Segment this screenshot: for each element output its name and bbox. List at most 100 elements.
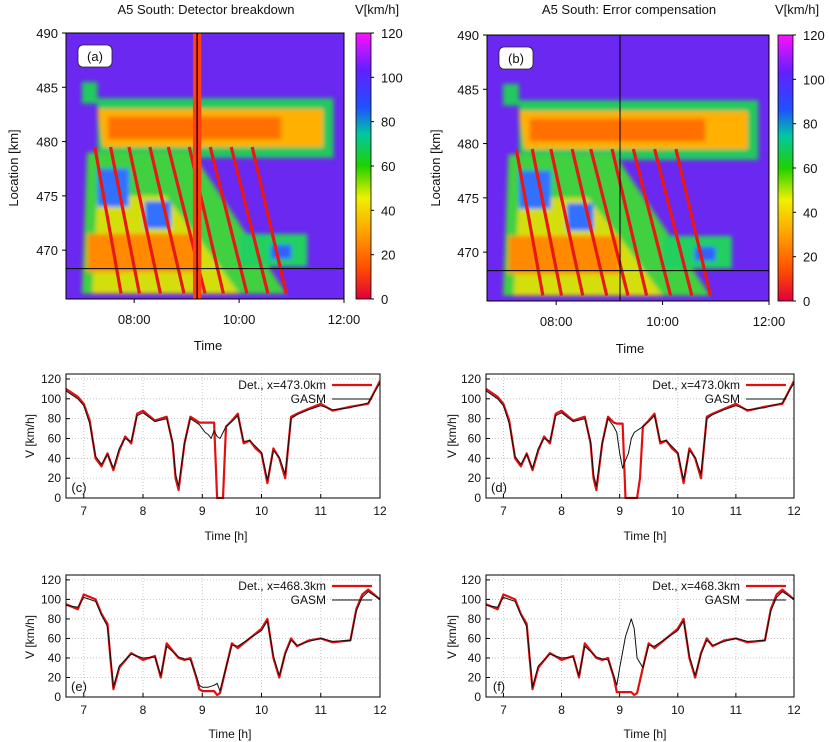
line-plot-area (66, 588, 380, 697)
moving-jam (250, 146, 288, 294)
y-tick-label: 470 (457, 245, 479, 260)
y-tick-label: 120 (461, 372, 481, 386)
free-pocket (694, 246, 716, 261)
x-tick-label: 11 (315, 504, 328, 518)
line-panel-e: V [km/h] Time [h] 0 20 40 60 80 100 120 7 8 9 10 11… (23, 573, 387, 741)
heatmap-panel-a: A5 South: Detector breakdown V[km/h] Loc… (6, 2, 403, 353)
y-tick-label: 470 (36, 243, 58, 258)
colorbar-tick-label: 80 (803, 117, 817, 132)
x-tick-label: 8 (558, 504, 565, 518)
lower-band (86, 233, 198, 272)
colorbar-tick-label: 60 (381, 159, 395, 174)
colorbar-tick-label: 40 (381, 203, 395, 218)
upstream-spot (81, 81, 98, 104)
colorbar-tick-label: 120 (803, 28, 825, 43)
legend-entry-label: GASM (291, 392, 326, 406)
panel-label: (f) (493, 679, 505, 694)
heatmap-title: A5 South: Error compensation (542, 2, 716, 17)
panel-label: (c) (71, 480, 86, 495)
plot-frame (485, 373, 795, 499)
upstream-spot (502, 83, 519, 106)
x-tick-label: 11 (315, 703, 328, 717)
y-tick-label: 40 (48, 451, 62, 465)
detector-series-line (66, 380, 380, 499)
x-tick-label: 8 (558, 703, 565, 717)
moving-jam (674, 148, 713, 296)
legend-entry-label: GASM (291, 593, 326, 607)
x-tick-label: 10 (255, 703, 269, 717)
y-tick-label: 80 (468, 612, 482, 626)
panel-label: (a) (87, 49, 103, 64)
y-tick-label: 20 (48, 471, 62, 485)
y-tick-label: 20 (48, 670, 62, 684)
y-tick-label: 100 (41, 392, 61, 406)
y-tick-label: 60 (48, 431, 62, 445)
y-tick-label: 40 (48, 651, 62, 665)
moving-jam (229, 146, 270, 294)
panel-label-box (498, 46, 534, 70)
y-tick-label: 490 (36, 26, 58, 41)
colorbar-tick-label: 120 (381, 26, 403, 41)
free-pocket (270, 244, 292, 259)
line-plot-area (66, 380, 380, 499)
y-tick-label: 490 (457, 28, 479, 43)
line-panel-f: V [km/h] Time [h] 0 20 40 60 80 100 120 7 8 9 10 11… (445, 573, 801, 741)
y-tick-label: 100 (461, 592, 481, 606)
y-tick-label: 0 (54, 491, 61, 505)
moving-jam (514, 148, 545, 296)
x-tick-label: 12 (787, 703, 801, 717)
x-tick-label: 12:00 (328, 312, 361, 327)
x-tick-label: 7 (500, 703, 507, 717)
plot-frame (65, 574, 381, 698)
moving-jam (148, 146, 186, 294)
moving-jam (653, 148, 694, 296)
x-tick-label: 9 (199, 703, 206, 717)
y-tick-label: 0 (474, 491, 481, 505)
y-tick-label: 80 (468, 412, 482, 426)
y-tick-label: 80 (48, 412, 62, 426)
heatmap-plot-area (487, 35, 769, 301)
plot-frame (486, 34, 770, 302)
y-tick-label: 475 (457, 191, 479, 206)
x-tick-label: 11 (730, 703, 743, 717)
moving-jam (208, 146, 249, 294)
y-axis-label: V [km/h] (445, 414, 459, 458)
y-tick-label: 20 (468, 670, 482, 684)
legend-entry-label: Det., x=473.0km (652, 378, 740, 392)
x-tick-label: 10:00 (223, 312, 256, 327)
gasm-series-line (486, 591, 794, 688)
x-tick-label: 12:00 (753, 314, 786, 329)
moving-jam (570, 148, 609, 296)
y-tick-label: 100 (41, 592, 61, 606)
colorbar-tick-label: 100 (381, 70, 403, 85)
y-axis-label: V [km/h] (23, 414, 37, 458)
legend-entry-label: Det., x=468.3km (652, 579, 740, 593)
y-tick-label: 480 (457, 137, 479, 152)
y-tick-label: 0 (54, 690, 61, 704)
y-tick-label: 60 (48, 631, 62, 645)
x-axis-label: Time (616, 341, 644, 356)
panel-label: (e) (71, 679, 87, 694)
x-axis-label: Time [h] (624, 727, 667, 741)
x-tick-label: 10:00 (646, 314, 679, 329)
x-axis-label: Time [h] (624, 529, 667, 543)
line-plot-area (486, 588, 794, 697)
gasm-series-line (66, 591, 380, 692)
y-tick-label: 120 (461, 573, 481, 587)
colorbar-label: V[km/h] (355, 2, 399, 17)
colorbar-tick-label: 0 (381, 292, 388, 307)
y-axis-label: V [km/h] (23, 615, 37, 659)
colorbar-tick-label: 40 (803, 205, 817, 220)
moving-jam (530, 148, 564, 296)
colorbar-label: V[km/h] (775, 2, 819, 17)
plot-frame (65, 373, 381, 499)
colorbar-tick-label: 20 (381, 248, 395, 263)
y-tick-label: 0 (474, 690, 481, 704)
x-tick-label: 12 (787, 504, 801, 518)
y-axis-label: Location [km] (6, 129, 21, 206)
panel-label-box (77, 44, 113, 68)
line-panel-d: V [km/h] Time [h] 0 20 40 60 80 100 120 7 8 9 10 11… (445, 372, 801, 543)
x-tick-label: 8 (140, 703, 147, 717)
detector-series-line (486, 588, 794, 697)
